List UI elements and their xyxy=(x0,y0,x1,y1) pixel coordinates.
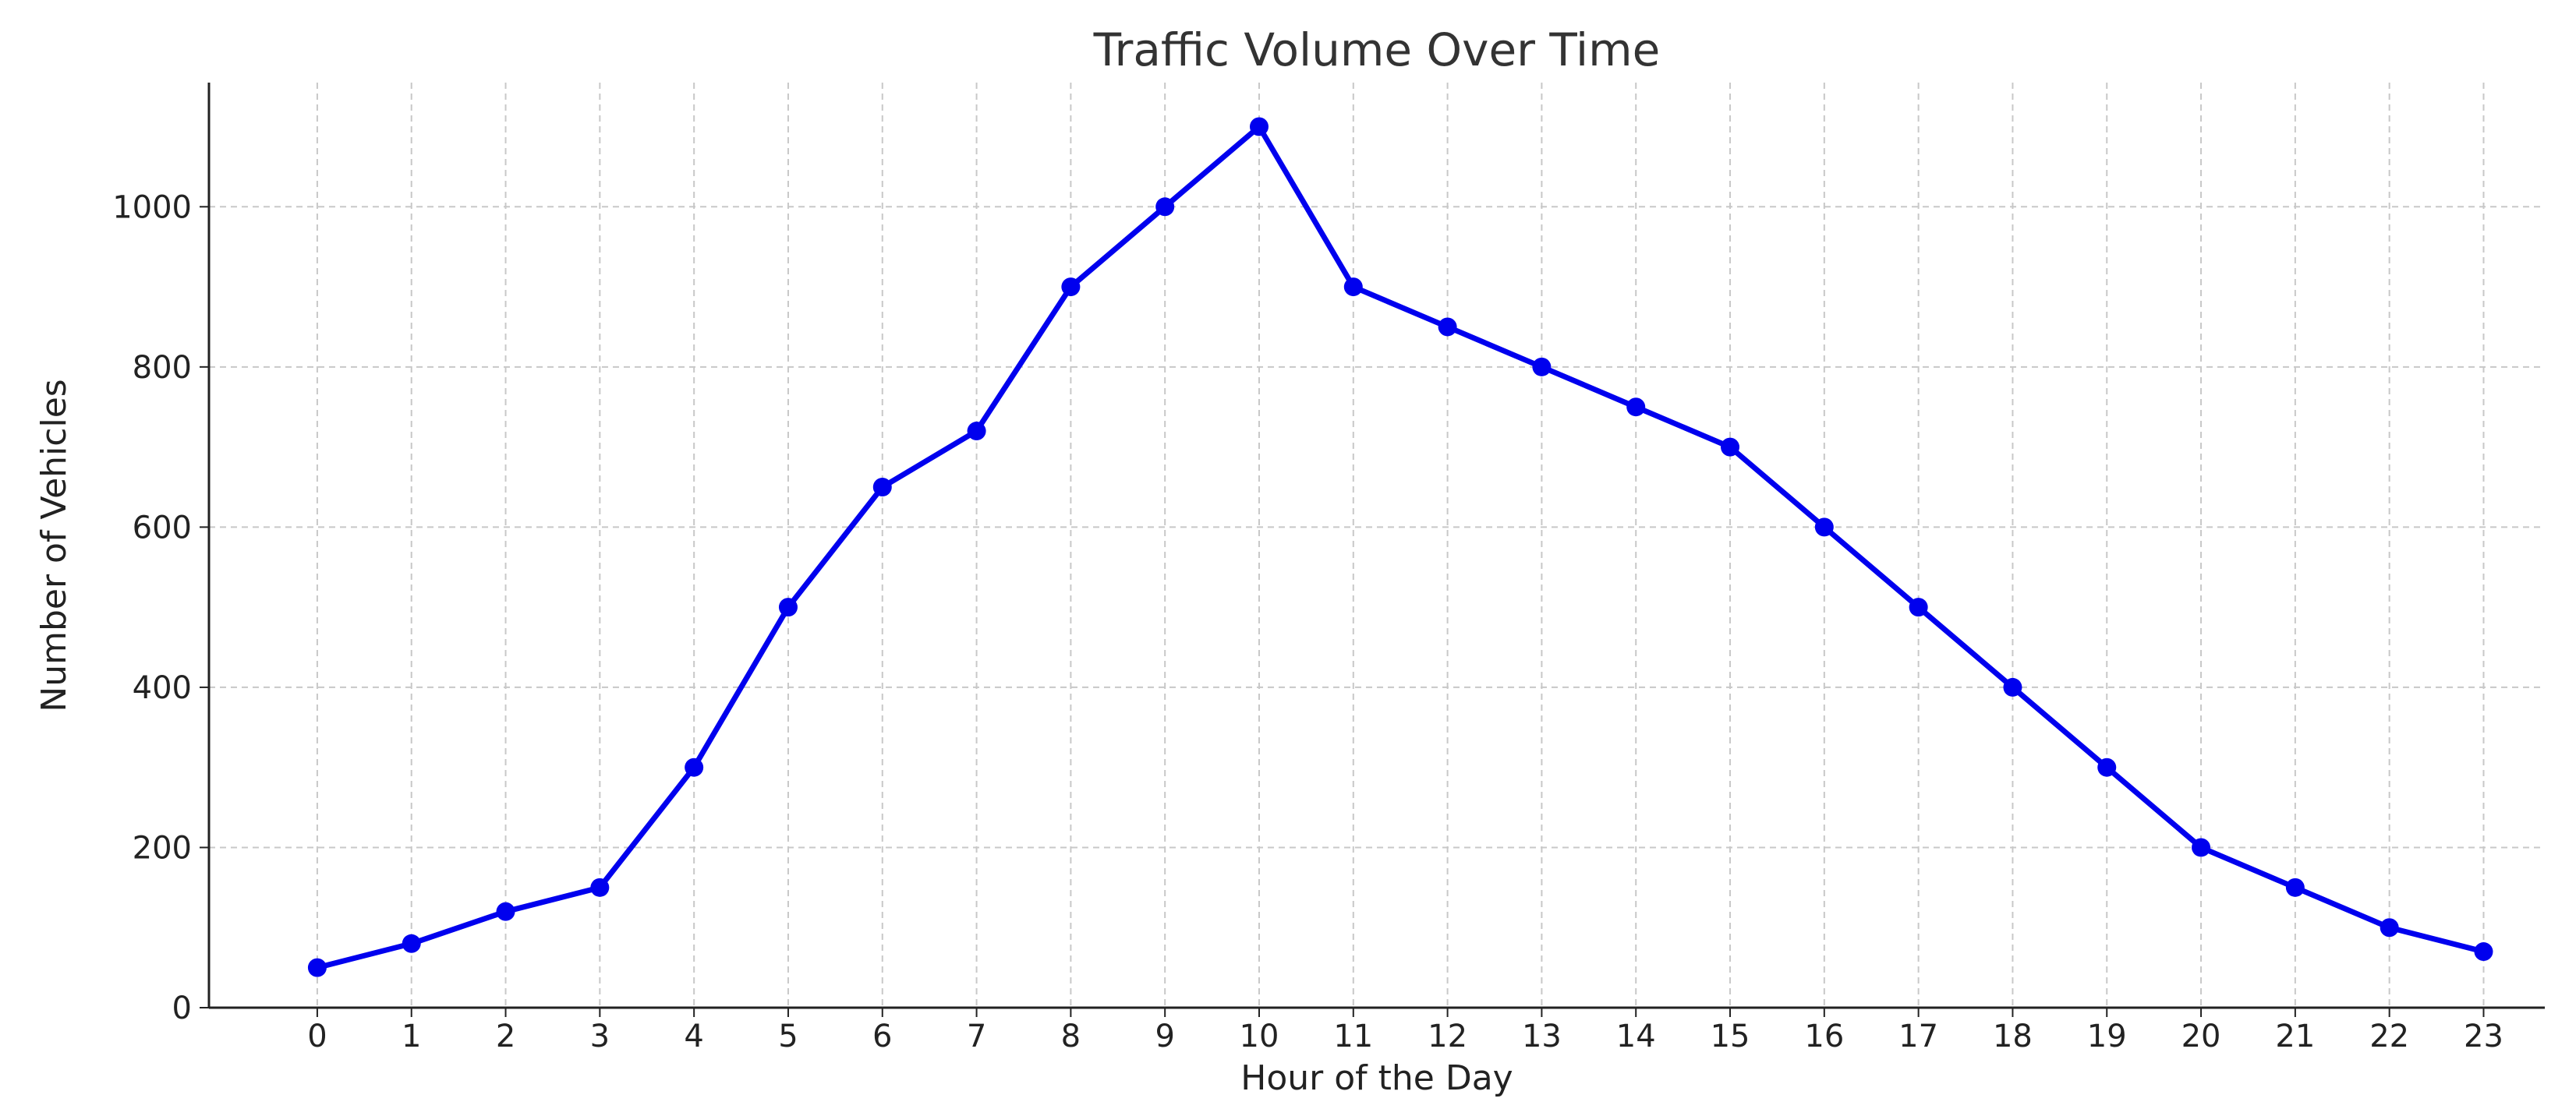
x-tick-label: 20 xyxy=(2181,1019,2221,1054)
data-point xyxy=(402,934,421,953)
x-tick-label: 11 xyxy=(1333,1019,1373,1054)
grid-lines xyxy=(209,83,2545,1008)
data-point xyxy=(2097,758,2117,777)
x-tick-label: 16 xyxy=(1804,1019,1844,1054)
data-point xyxy=(1814,517,1834,537)
data-point xyxy=(496,902,515,921)
data-point xyxy=(2380,918,2399,938)
x-tick-label: 3 xyxy=(590,1019,610,1054)
x-tick-label: 5 xyxy=(778,1019,798,1054)
x-tick-label: 14 xyxy=(1616,1019,1656,1054)
data-point xyxy=(1909,598,1928,617)
x-tick-label: 19 xyxy=(2087,1019,2127,1054)
x-tick-label: 7 xyxy=(967,1019,986,1054)
axes xyxy=(207,83,2545,1009)
data-series xyxy=(307,117,2493,977)
x-axis-label: Hour of the Day xyxy=(1240,1058,1513,1098)
data-point xyxy=(1343,277,1363,297)
x-axis-ticks: 0 1 2 3 4 5 6 7 8 9 10 11 12 13 14 15 16 17 18 19 20 21 22 23 xyxy=(307,1008,2503,1054)
data-point xyxy=(1155,197,1175,217)
y-tick-label: 400 xyxy=(133,670,192,706)
x-tick-label: 4 xyxy=(684,1019,703,1054)
data-point xyxy=(2003,677,2022,697)
data-point xyxy=(590,878,610,897)
x-tick-label: 8 xyxy=(1061,1019,1081,1054)
data-point xyxy=(1249,117,1269,136)
series-line xyxy=(314,124,2486,971)
x-tick-label: 17 xyxy=(1898,1019,1938,1054)
data-point xyxy=(872,477,892,496)
y-axis-label: Number of Vehicles xyxy=(34,379,74,712)
x-tick-label: 2 xyxy=(496,1019,515,1054)
data-point xyxy=(2192,838,2211,857)
data-point xyxy=(685,758,704,777)
x-tick-label: 15 xyxy=(1711,1019,1750,1054)
data-point xyxy=(1061,277,1081,297)
y-axis-ticks: 0 200 400 600 800 1000 xyxy=(112,189,209,1026)
x-tick-label: 6 xyxy=(872,1019,892,1054)
data-point xyxy=(307,958,327,977)
x-tick-label: 9 xyxy=(1155,1019,1174,1054)
data-point xyxy=(1532,357,1552,376)
x-tick-label: 18 xyxy=(1993,1019,2033,1054)
chart-title: Traffic Volume Over Time xyxy=(1093,23,1661,76)
x-tick-label: 13 xyxy=(1522,1019,1562,1054)
data-point xyxy=(1626,397,1646,417)
data-point xyxy=(2285,878,2305,897)
data-point xyxy=(2474,942,2493,962)
y-tick-label: 800 xyxy=(133,350,192,386)
x-tick-label: 12 xyxy=(1428,1019,1467,1054)
data-point xyxy=(778,598,798,617)
data-point xyxy=(1438,317,1457,337)
data-point xyxy=(967,422,986,441)
y-tick-label: 600 xyxy=(133,510,192,546)
x-tick-label: 1 xyxy=(402,1019,421,1054)
y-tick-label: 0 xyxy=(172,991,192,1026)
y-tick-label: 200 xyxy=(133,830,192,866)
x-tick-label: 10 xyxy=(1240,1019,1279,1054)
x-tick-label: 22 xyxy=(2369,1019,2409,1054)
y-tick-label: 1000 xyxy=(112,189,192,225)
x-tick-label: 0 xyxy=(307,1019,327,1054)
x-tick-label: 23 xyxy=(2464,1019,2503,1054)
x-tick-label: 21 xyxy=(2275,1019,2315,1054)
data-point xyxy=(1721,437,1740,457)
